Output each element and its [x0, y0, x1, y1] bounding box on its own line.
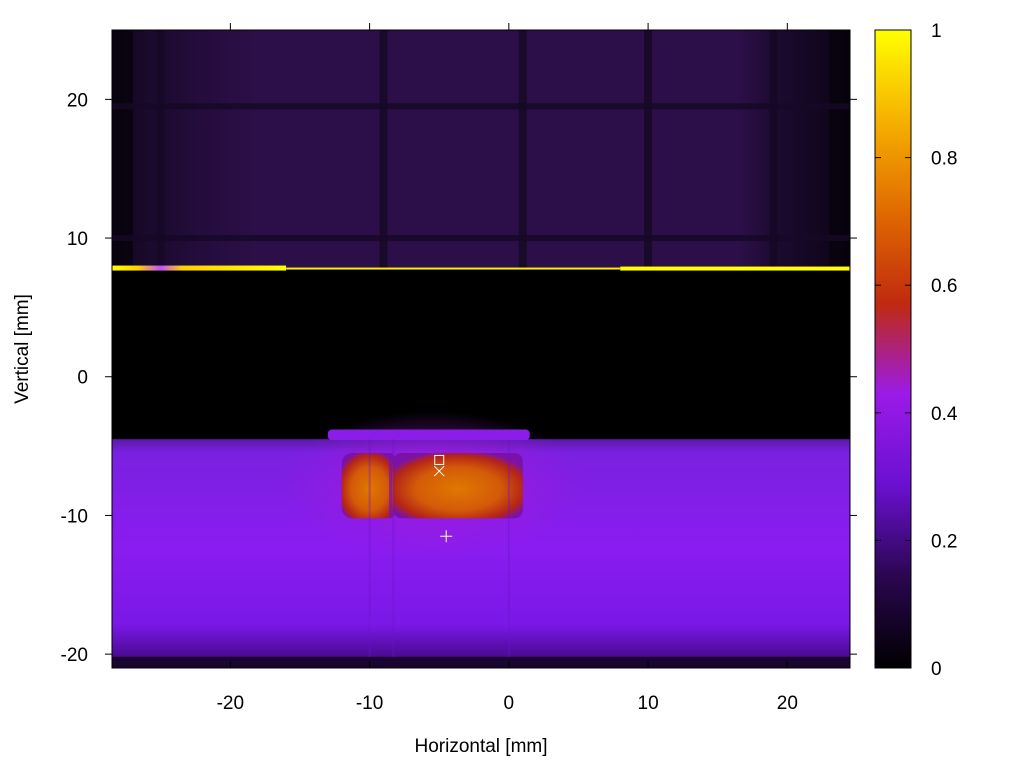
- mesh-line-vertical: [379, 30, 388, 269]
- plot-frame: [111, 29, 851, 669]
- bump: [327, 429, 530, 441]
- band-seam: [507, 439, 510, 657]
- y-tick-label: -20: [61, 645, 88, 666]
- y-tick-label: 0: [77, 368, 88, 389]
- hot-core: [341, 453, 398, 519]
- y-tick-label: 10: [67, 229, 88, 250]
- axes: -20 -10 0 10 20 -20 -10 0 10 20: [61, 23, 857, 714]
- mesh-line-vertical: [769, 30, 778, 269]
- mesh-line-vertical: [156, 30, 165, 269]
- top-edge-shadow: [112, 30, 133, 269]
- y-tick-label: -10: [61, 506, 88, 527]
- top-edge-shadow: [829, 30, 850, 269]
- mesh-line-vertical: [518, 30, 527, 269]
- plot-border: [111, 29, 851, 669]
- colorbar: 0 0.2 0.4 0.6 0.8 1: [874, 21, 958, 680]
- x-tick-label: 10: [638, 693, 659, 714]
- mesh-line-horizontal: [112, 103, 850, 110]
- colorbar-tick-label: 1: [931, 21, 942, 42]
- marker-x-stroke: [433, 465, 445, 477]
- edge-line: [620, 266, 850, 271]
- markers: [433, 454, 453, 543]
- core-divider: [389, 453, 393, 519]
- marker-plus: [440, 530, 453, 543]
- mesh-line-vertical: [644, 30, 653, 269]
- colorbar-tick-label: 0.2: [931, 531, 957, 552]
- y-tick-label: 20: [67, 90, 88, 111]
- hot-core: [393, 453, 523, 519]
- bottom-strip: [112, 656, 850, 668]
- x-tick-label: -10: [356, 693, 383, 714]
- band-seam: [368, 439, 371, 657]
- marker-x: [433, 465, 445, 477]
- heatmap-image: [112, 30, 850, 668]
- x-tick-label: 0: [504, 693, 515, 714]
- colorbar-tick-label: 0: [931, 659, 942, 680]
- colorbar-fill: [874, 29, 912, 669]
- x-tick-label: 20: [777, 693, 798, 714]
- colorbar-tick-label: 0.8: [931, 149, 957, 170]
- edge-line: [112, 265, 287, 271]
- mesh-line-horizontal: [112, 235, 850, 242]
- x-axis-label: Horizontal [mm]: [414, 736, 547, 757]
- top-region: [112, 30, 850, 269]
- x-tick-label: -20: [217, 693, 244, 714]
- band-seam: [392, 439, 395, 657]
- y-axis-label: Vertical [mm]: [12, 294, 33, 404]
- edge-line: [286, 267, 621, 270]
- marker-square: [434, 454, 445, 465]
- colorbar-tick-label: 0.4: [931, 404, 958, 425]
- colorbar-tick-label: 0.6: [931, 276, 957, 297]
